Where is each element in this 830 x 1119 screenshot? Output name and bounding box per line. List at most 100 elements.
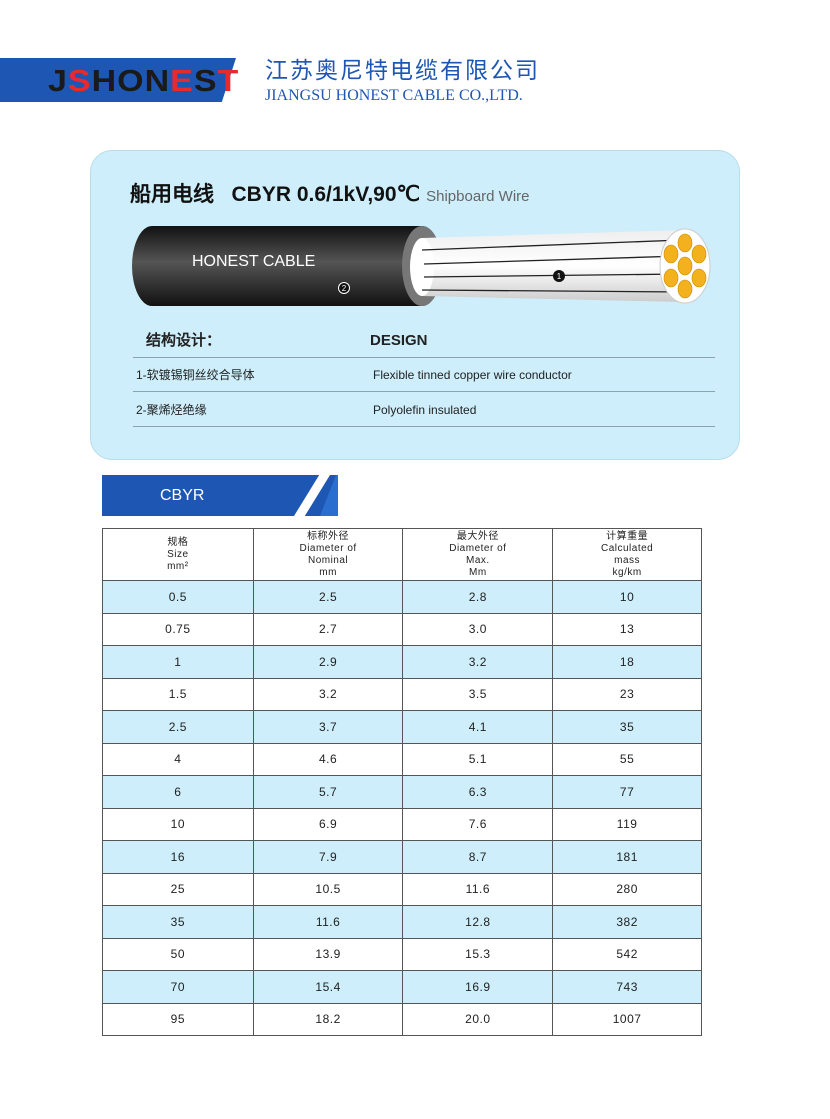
table-cell: 2.9	[252, 645, 404, 679]
table-row: 16 7.9 8.7 181	[102, 840, 702, 874]
header-line: Calculated	[600, 542, 654, 554]
table-row: 25 10.5 11.6 280	[102, 872, 702, 906]
header-line: Size	[167, 548, 189, 560]
header-line: mass	[614, 554, 641, 566]
table-cell: 18	[552, 645, 702, 679]
table-row: 50 13.9 15.3 542	[102, 937, 702, 971]
header-line: Mm	[469, 566, 487, 578]
spec-table: 规格 Size mm² 标称外径 Diameter of Nominal mm 最大外径 Dia…	[102, 528, 702, 1036]
table-cell: 2.5	[252, 580, 404, 614]
title-en: Shipboard Wire	[426, 188, 530, 205]
table-cell: 15.3	[402, 937, 554, 971]
table-row: 6 5.7 6.3 77	[102, 775, 702, 809]
design-item: 2-聚烯烃绝缘 Polyolefin insulated	[133, 392, 715, 427]
table-cell: 3.2	[252, 677, 404, 711]
title-model: CBYR 0.6/1kV,90℃	[231, 183, 421, 206]
table-cell: 542	[552, 937, 702, 971]
design-divider	[133, 330, 715, 358]
header-line: mm	[319, 566, 337, 578]
table-cell: 3.5	[402, 677, 554, 711]
header-line: 计算重量	[606, 530, 649, 542]
logo-banner	[0, 58, 236, 102]
table-row: 10 6.9 7.6 119	[102, 807, 702, 841]
column-header: 最大外径 Diameter of Max. Mm	[402, 528, 554, 581]
table-cell: 280	[552, 872, 702, 906]
header-line: Diameter of	[449, 542, 507, 554]
table-cell: 10.5	[252, 872, 404, 906]
table-cell: 13	[552, 612, 702, 646]
table-cell: 10	[102, 807, 254, 841]
table-cell: 5.7	[252, 775, 404, 809]
table-cell: 35	[552, 710, 702, 744]
table-cell: 7.9	[252, 840, 404, 874]
header-line: Diameter of	[299, 542, 357, 554]
company-name-cn: 江苏奥尼特电缆有限公司	[265, 57, 540, 83]
product-title: 船用电线 CBYR 0.6/1kV,90℃ Shipboard Wire	[130, 182, 530, 210]
header-line: kg/km	[612, 566, 642, 578]
cable-illustration: HONEST CABLE 2 1	[132, 226, 711, 306]
title-cn: 船用电线	[130, 183, 214, 206]
table-row: 70 15.4 16.9 743	[102, 970, 702, 1004]
table-row: 95 18.2 20.0 1007	[102, 1002, 702, 1036]
table-cell: 0.5	[102, 580, 254, 614]
table-row: 35 11.6 12.8 382	[102, 905, 702, 939]
header-line: 标称外径	[307, 530, 350, 542]
design-item: 1-软镀锡铜丝绞合导体 Flexible tinned copper wire c…	[133, 358, 715, 392]
table-cell: 1.5	[102, 677, 254, 711]
design-heading-en: DESIGN	[370, 332, 428, 349]
table-cell: 6.3	[402, 775, 554, 809]
section-label: CBYR	[160, 487, 205, 504]
table-row: 2.5 3.7 4.1 35	[102, 710, 702, 744]
table-cell: 181	[552, 840, 702, 874]
table-cell: 2.8	[402, 580, 554, 614]
table-cell: 6	[102, 775, 254, 809]
table-cell: 4	[102, 742, 254, 776]
table-cell: 382	[552, 905, 702, 939]
table-cell: 1007	[552, 1002, 702, 1036]
table-cell: 16.9	[402, 970, 554, 1004]
table-cell: 8.7	[402, 840, 554, 874]
company-logo: JSHONEST	[48, 63, 240, 99]
header-line: 规格	[167, 536, 189, 548]
table-cell: 77	[552, 775, 702, 809]
company-name-en: JIANGSU HONEST CABLE CO.,LTD.	[265, 87, 523, 104]
table-cell: 4.1	[402, 710, 554, 744]
table-cell: 55	[552, 742, 702, 776]
table-cell: 5.1	[402, 742, 554, 776]
table-cell: 743	[552, 970, 702, 1004]
table-row: 4 4.6 5.1 55	[102, 742, 702, 776]
marker-1: 1	[557, 272, 562, 281]
table-cell: 2.7	[252, 612, 404, 646]
table-cell: 95	[102, 1002, 254, 1036]
header-line: Max.	[466, 554, 490, 566]
table-row: 0.5 2.5 2.8 10	[102, 580, 702, 614]
table-cell: 35	[102, 905, 254, 939]
table-cell: 18.2	[252, 1002, 404, 1036]
table-cell: 10	[552, 580, 702, 614]
table-cell: 4.6	[252, 742, 404, 776]
design-item-cn: 1-软镀锡铜丝绞合导体	[136, 368, 255, 382]
header-line: Nominal	[307, 554, 349, 566]
cable-print: HONEST CABLE	[192, 253, 315, 270]
design-item-cn: 2-聚烯烃绝缘	[136, 403, 207, 417]
header-line: 最大外径	[456, 530, 499, 542]
marker-2: 2	[342, 284, 347, 293]
column-header: 标称外径 Diameter of Nominal mm	[252, 528, 404, 581]
table-cell: 50	[102, 937, 254, 971]
table-cell: 15.4	[252, 970, 404, 1004]
table-cell: 3.7	[252, 710, 404, 744]
table-cell: 7.6	[402, 807, 554, 841]
table-cell: 20.0	[402, 1002, 554, 1036]
design-item-en: Polyolefin insulated	[373, 403, 477, 417]
header-line: mm²	[167, 560, 189, 572]
table-cell: 3.0	[402, 612, 554, 646]
table-row: 0.75 2.7 3.0 13	[102, 612, 702, 646]
table-cell: 119	[552, 807, 702, 841]
table-cell: 1	[102, 645, 254, 679]
table-cell: 16	[102, 840, 254, 874]
column-header: 规格 Size mm²	[102, 528, 254, 581]
table-cell: 13.9	[252, 937, 404, 971]
table-cell: 6.9	[252, 807, 404, 841]
table-row: 1 2.9 3.2 18	[102, 645, 702, 679]
design-item-en: Flexible tinned copper wire conductor	[373, 368, 572, 382]
